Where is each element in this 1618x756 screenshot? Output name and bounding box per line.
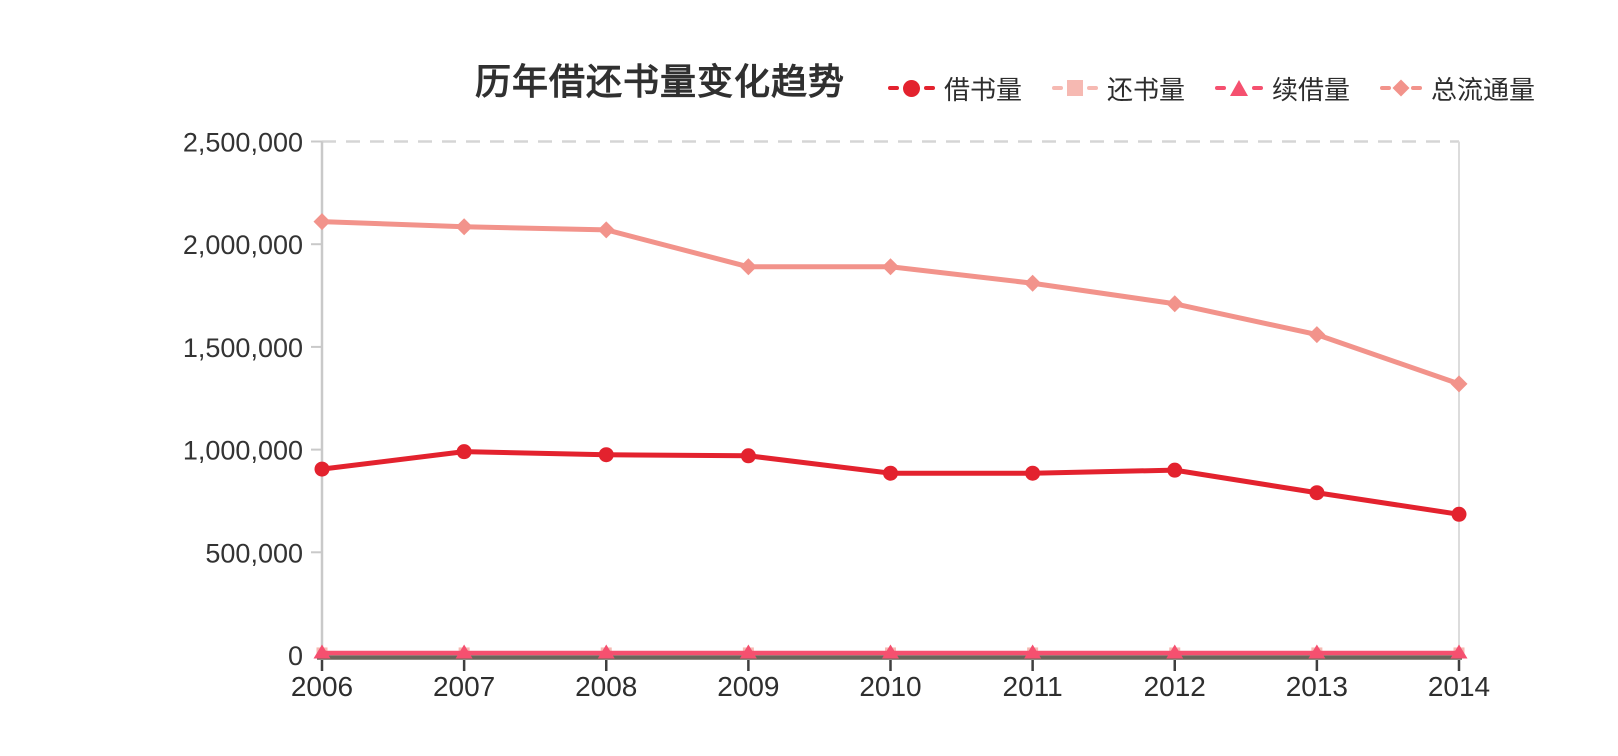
x-axis-label: 2013 — [1286, 671, 1348, 702]
data-point-borrow[interactable] — [1025, 465, 1041, 481]
x-axis-label: 2007 — [433, 671, 495, 702]
data-point-total[interactable] — [882, 258, 899, 276]
data-point-total[interactable] — [1308, 326, 1326, 344]
data-point-renew[interactable] — [1308, 644, 1326, 659]
x-axis-label: 2006 — [291, 671, 353, 702]
data-point-total[interactable] — [1450, 375, 1468, 393]
data-point-total[interactable] — [313, 213, 331, 231]
legend-label: 续借量 — [1272, 74, 1351, 105]
data-point-borrow[interactable] — [1167, 462, 1183, 478]
series-renew — [313, 644, 1468, 659]
y-axis-label: 500,000 — [205, 538, 303, 568]
legend-label: 总流通量 — [1431, 74, 1536, 105]
diamond-marker-icon — [1380, 79, 1423, 97]
data-point-borrow[interactable] — [598, 447, 614, 463]
series-total — [313, 213, 1468, 393]
data-point-borrow[interactable] — [456, 444, 472, 460]
y-axis-label: 0 — [288, 641, 303, 671]
data-point-renew[interactable] — [455, 644, 473, 659]
data-point-total[interactable] — [1024, 274, 1042, 292]
data-point-total[interactable] — [1166, 295, 1184, 313]
x-axis-label: 2010 — [859, 671, 921, 702]
data-point-total[interactable] — [455, 218, 473, 236]
data-point-renew[interactable] — [597, 644, 615, 659]
square-marker-icon — [1052, 80, 1099, 96]
x-axis-label: 2012 — [1144, 671, 1206, 702]
legend-label: 借书量 — [944, 74, 1023, 105]
x-axis-label: 2011 — [1003, 671, 1063, 702]
data-point-borrow[interactable] — [314, 461, 330, 477]
data-point-borrow[interactable] — [1451, 506, 1467, 522]
data-point-total[interactable] — [739, 258, 757, 276]
data-point-renew[interactable] — [313, 644, 331, 659]
data-point-borrow[interactable] — [883, 465, 898, 481]
data-point-borrow[interactable] — [1309, 485, 1325, 501]
y-axis-label: 1,000,000 — [183, 436, 303, 466]
data-point-borrow[interactable] — [740, 448, 756, 464]
triangle-marker-icon — [1215, 80, 1264, 96]
data-point-renew[interactable] — [739, 644, 757, 659]
data-point-renew[interactable] — [1166, 644, 1184, 659]
y-axis-label: 1,500,000 — [183, 333, 303, 363]
series-line-total — [321, 219, 1460, 387]
circle-marker-icon — [888, 79, 935, 97]
legend: 借书量 还书量 续借量 总流通量 — [888, 66, 1535, 110]
data-point-renew[interactable] — [1450, 644, 1468, 659]
y-axis-label: 2,000,000 — [183, 230, 303, 260]
y-axis-label: 2,500,000 — [183, 128, 303, 158]
data-point-total[interactable] — [597, 221, 615, 239]
legend-item-return[interactable]: 还书量 — [1052, 70, 1185, 107]
series-borrow — [314, 444, 1467, 522]
x-axis-label: 2014 — [1428, 671, 1490, 702]
legend-item-renew[interactable]: 续借量 — [1215, 70, 1350, 107]
x-axis-label: 2009 — [717, 671, 779, 702]
legend-item-borrow[interactable]: 借书量 — [888, 70, 1022, 107]
legend-item-total[interactable]: 总流通量 — [1380, 70, 1535, 107]
legend-label: 还书量 — [1107, 74, 1186, 105]
x-axis-label: 2008 — [575, 671, 637, 702]
chart-title: 历年借还书量变化趋势 — [475, 61, 846, 102]
data-point-renew[interactable] — [1024, 644, 1042, 659]
data-point-renew[interactable] — [882, 644, 899, 659]
series-line-borrow — [321, 449, 1460, 517]
